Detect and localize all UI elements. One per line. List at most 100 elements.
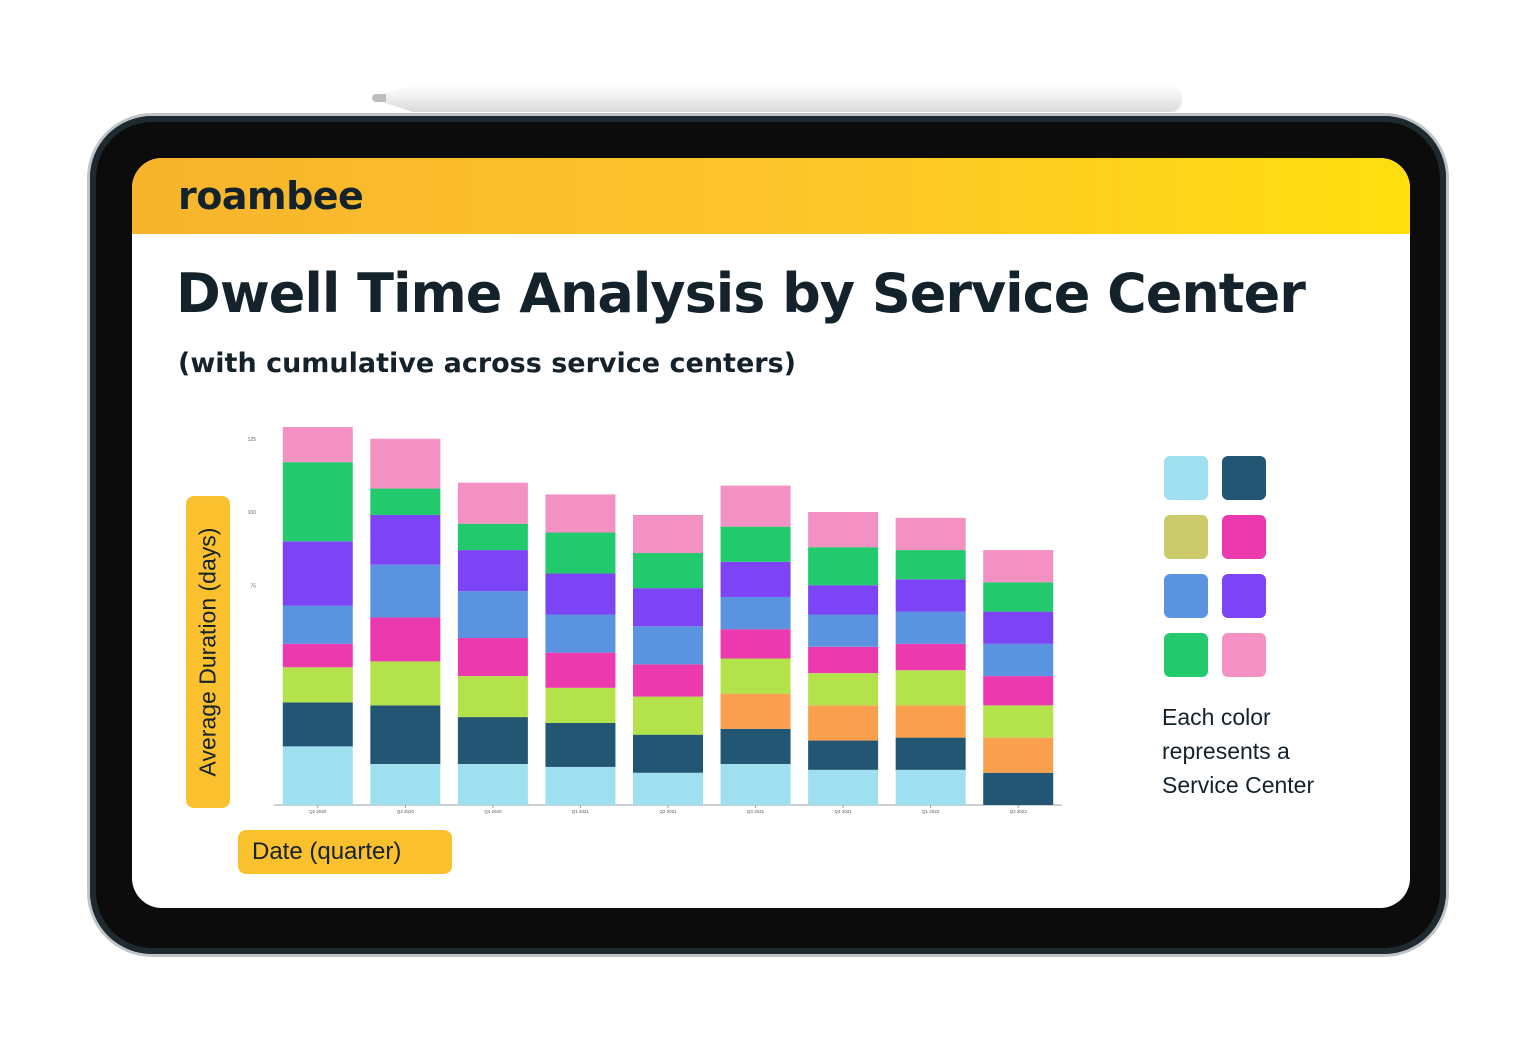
bar-segment — [545, 722, 616, 767]
bar-segment — [633, 696, 703, 735]
bar-segment — [808, 646, 879, 674]
x-tick-label: Q2 2020 — [309, 809, 327, 814]
bar-segment — [370, 514, 441, 565]
bar-segment — [895, 643, 966, 671]
bar-segment — [282, 746, 353, 805]
bar-segment — [983, 705, 1054, 738]
bar-segment — [457, 717, 528, 764]
bar-segment — [808, 740, 879, 770]
bar-segment — [545, 766, 616, 805]
x-tick-label: Q1 2022 — [922, 809, 940, 814]
bar-segment — [457, 676, 528, 718]
bar-segment — [633, 772, 703, 805]
bar-segment — [282, 702, 353, 747]
bar-segment — [808, 769, 879, 805]
y-tick-label: 75 — [250, 583, 256, 589]
bar-segment — [720, 561, 791, 597]
bar-segment — [720, 485, 791, 527]
x-axis-label: Date (quarter) — [252, 838, 402, 865]
x-tick-label: Q1 2021 — [572, 809, 590, 814]
bar-segment — [545, 532, 616, 574]
bar-segment — [457, 523, 528, 551]
bar-segment — [633, 664, 703, 697]
bar-segment — [895, 517, 966, 551]
x-tick-label: Q2 2022 — [1010, 809, 1028, 814]
bar-segment — [282, 605, 353, 644]
bar-segment — [282, 667, 353, 703]
bar-segment — [370, 438, 441, 489]
bar-segment — [457, 591, 528, 638]
legend-swatch — [1164, 574, 1208, 618]
bar-segment — [720, 658, 791, 694]
bar-segment — [983, 772, 1054, 805]
stylus-tip — [372, 94, 386, 102]
bar-segment — [983, 550, 1054, 583]
bar-segment — [545, 494, 616, 533]
legend-swatch — [1222, 574, 1266, 618]
bar-segment — [545, 687, 616, 723]
bar-segment — [545, 652, 616, 688]
bar-segment — [633, 626, 703, 665]
bar-segment — [457, 482, 528, 524]
y-axis-label-pill — [186, 496, 230, 808]
bar-segment — [808, 705, 879, 741]
bar-segment — [808, 614, 879, 647]
bar-segment — [370, 564, 441, 618]
bar-segment — [633, 588, 703, 627]
bar-segment — [895, 705, 966, 738]
bar-segment — [895, 670, 966, 706]
bar-segment — [370, 488, 441, 515]
bar-segment — [720, 526, 791, 562]
bar-segment — [457, 763, 528, 805]
bar-segment — [633, 734, 703, 773]
bar-segment — [983, 676, 1054, 706]
bar-segment — [720, 728, 791, 764]
x-tick-label: Q4 2020 — [484, 809, 502, 814]
bar-segment — [457, 550, 528, 592]
bar-segment — [720, 693, 791, 729]
bar-segment — [895, 550, 966, 580]
tablet-screen: roambee Dwell Time Analysis by Service C… — [132, 158, 1410, 908]
bar-segment — [370, 763, 441, 805]
stacked-bar-chart: 125 100 75 Q2 2020 Q3 2020 Q4 2020 Q1 2021 Q2 2… — [248, 427, 1062, 814]
bar-segment — [895, 579, 966, 612]
bar-segment — [282, 462, 353, 542]
bar-segment — [720, 629, 791, 659]
y-tick-label: 100 — [248, 510, 257, 516]
bar-segment — [282, 643, 353, 668]
bar-segment — [895, 769, 966, 805]
legend-swatch — [1164, 515, 1208, 559]
header-bar: roambee — [132, 158, 1410, 234]
legend-swatch — [1164, 633, 1208, 677]
bar-segment — [983, 582, 1054, 612]
bar-segment — [282, 541, 353, 606]
bar-segment — [720, 596, 791, 630]
bar-segment — [370, 705, 441, 764]
x-tick-label: Q2 2021 — [659, 809, 677, 814]
bar-segment — [633, 514, 703, 554]
y-tick-label: 125 — [248, 437, 257, 443]
bar-segment — [720, 763, 791, 805]
legend-swatch — [1164, 456, 1208, 500]
bar-segment — [895, 737, 966, 770]
bar-segment — [808, 547, 879, 586]
page-title: Dwell Time Analysis by Service Center — [176, 262, 1306, 325]
bar-segment — [282, 427, 353, 463]
bar-segment — [808, 673, 879, 706]
legend-swatch — [1222, 515, 1266, 559]
bar-segment — [983, 643, 1054, 677]
bar-segment — [895, 611, 966, 644]
brand-logo: roambee — [178, 174, 364, 218]
page-subtitle: (with cumulative across service centers) — [178, 348, 796, 379]
x-tick-label: Q3 2021 — [747, 809, 765, 814]
bar-segment — [808, 512, 879, 548]
legend-note: Each color represents a Service Center — [1162, 704, 1315, 798]
bar-segment — [545, 573, 616, 615]
legend-swatch — [1222, 633, 1266, 677]
x-tick-label: Q4 2021 — [834, 809, 852, 814]
bar-segment — [633, 553, 703, 589]
stylus-pencil — [372, 84, 1182, 112]
bar-segment — [808, 585, 879, 615]
bar-segment — [983, 737, 1054, 773]
bar-segment — [545, 614, 616, 653]
